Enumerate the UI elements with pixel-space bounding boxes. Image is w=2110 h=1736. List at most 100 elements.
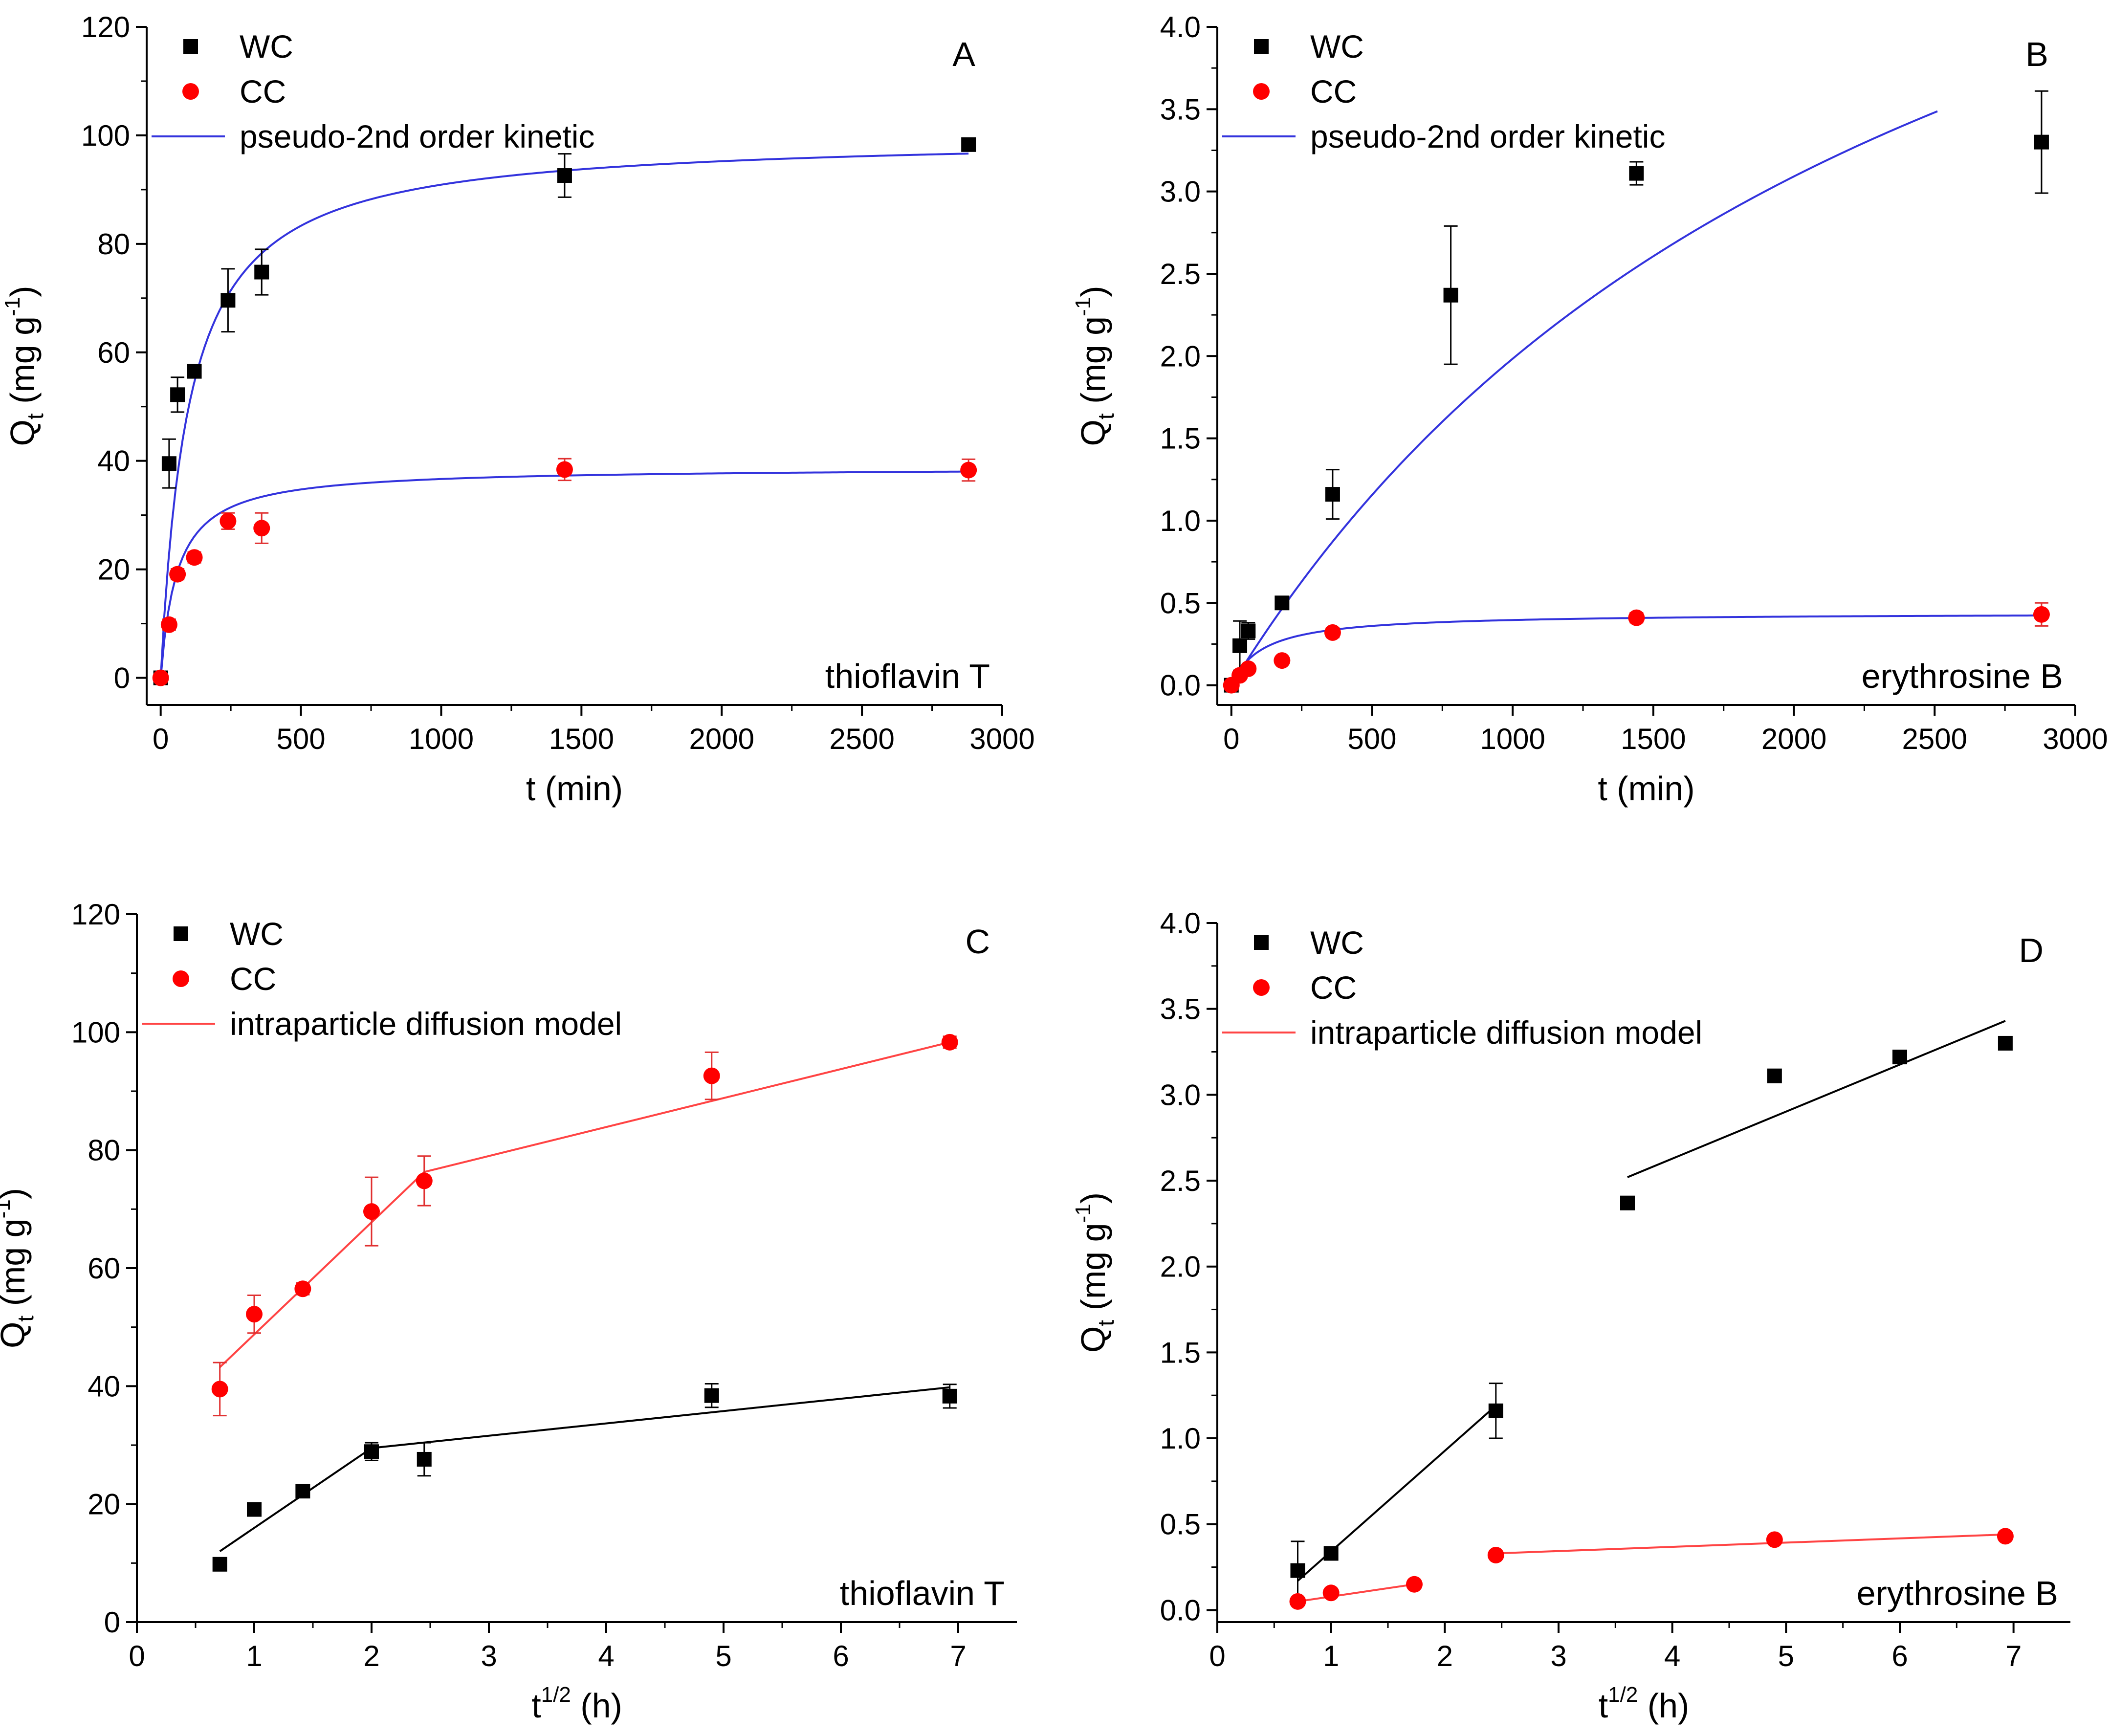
- panel-b: 0 500 1000 1500 2000 2500 3000 0.0 0.5 1.0 1.5 2.0 2…: [1071, 11, 2108, 808]
- data-point-wc: [1443, 287, 1458, 303]
- data-point-wc: [1629, 166, 1644, 181]
- x-tick-label: 5: [715, 1640, 731, 1672]
- x-tick-label: 0: [129, 1640, 145, 1672]
- data-point-cc: [1766, 1531, 1783, 1548]
- x-tick-label: 3: [481, 1640, 497, 1672]
- y-tick-label: 3.5: [1160, 93, 1201, 126]
- data-point-cc: [1240, 660, 1257, 677]
- y-tick-label: 3.5: [1160, 993, 1201, 1026]
- legend-label: WC: [1310, 28, 1364, 65]
- data-point-wc: [212, 1557, 227, 1572]
- x-tick-label: 500: [277, 723, 326, 755]
- dye-annotation: erythrosine B: [1857, 1574, 2058, 1612]
- data-point-cc: [160, 616, 177, 633]
- data-point-cc: [220, 512, 237, 529]
- panel-d: 0 1 2 3 4 5 6 7 0.0 0.5 1.0 1.5 2.0 2.5 3.0 3.5 4.0 t1/2 …: [1071, 907, 2070, 1725]
- data-point-wc: [961, 137, 976, 152]
- data-point-cc: [363, 1203, 380, 1220]
- legend-label: intraparticle diffusion model: [230, 1006, 622, 1042]
- legend-label: CC: [1310, 969, 1357, 1006]
- data-point-wc: [1241, 623, 1256, 638]
- data-point-cc: [211, 1381, 228, 1398]
- y-axis-title: Qt (mg g-1): [0, 1188, 38, 1348]
- data-point-wc: [1325, 487, 1340, 502]
- data-point-cc: [1487, 1546, 1504, 1563]
- legend-marker-cc: [1253, 83, 1270, 100]
- legend-label: CC: [230, 961, 276, 997]
- y-tick-label: 0: [104, 1606, 120, 1639]
- y-tick-label: 60: [88, 1252, 120, 1285]
- y-tick-label: 20: [97, 553, 130, 586]
- y-tick-label: 3.0: [1160, 1078, 1201, 1111]
- data-point-cc: [1274, 652, 1291, 669]
- fit-line: [219, 1386, 950, 1552]
- data-point-wc: [247, 1502, 262, 1517]
- legend-marker-cc: [182, 83, 199, 100]
- y-tick-label: 0.0: [1160, 669, 1201, 702]
- x-tick-label: 1000: [1480, 723, 1545, 755]
- x-tick-label: 6: [833, 1640, 849, 1672]
- data-point-wc: [704, 1388, 719, 1403]
- data-point-wc: [417, 1451, 432, 1467]
- x-tick-label: 2000: [689, 723, 754, 755]
- panel-c: 0 1 2 3 4 5 6 7 0 20 40 60 80 100 120 t1/2 (h) Qt (mg g-…: [0, 898, 1017, 1725]
- x-tick-label: 3000: [2043, 723, 2108, 755]
- data-point-wc: [187, 364, 202, 379]
- legend-marker-wc: [174, 926, 188, 941]
- x-tick-label: 4: [1664, 1640, 1680, 1672]
- y-tick-label: 20: [88, 1488, 120, 1521]
- legend-marker-wc: [1254, 39, 1269, 54]
- panel-label: B: [2025, 35, 2048, 73]
- y-tick-label: 80: [97, 228, 130, 261]
- legend-marker-cc: [1253, 979, 1270, 996]
- data-point-cc: [1406, 1576, 1423, 1593]
- fit-line: [159, 153, 969, 678]
- panel-label: C: [965, 923, 990, 961]
- x-tick-label: 2000: [1761, 723, 1826, 755]
- data-point-wc: [1290, 1563, 1305, 1578]
- y-tick-label: 40: [88, 1370, 120, 1403]
- data-point-wc: [1232, 638, 1248, 653]
- legend-label: pseudo-2nd order kinetic: [240, 118, 594, 154]
- x-tick-label: 1500: [1621, 723, 1686, 755]
- data-point-cc: [169, 566, 186, 583]
- y-tick-label: 100: [71, 1016, 120, 1049]
- x-tick-label: 1000: [409, 723, 474, 755]
- x-tick-label: 1500: [549, 723, 614, 755]
- data-point-cc: [1322, 1584, 1340, 1602]
- dye-annotation: thioflavin T: [825, 657, 990, 695]
- x-tick-label: 6: [1891, 1640, 1908, 1672]
- fit-line: [159, 470, 969, 678]
- x-tick-label: 2: [1437, 1640, 1453, 1672]
- data-point-cc: [246, 1306, 263, 1323]
- data-point-wc: [1488, 1403, 1503, 1418]
- data-point-wc: [254, 264, 269, 280]
- x-tick-label: 5: [1778, 1640, 1794, 1672]
- data-point-wc: [364, 1444, 379, 1459]
- legend-label: intraparticle diffusion model: [1310, 1014, 1702, 1051]
- y-tick-label: 1.0: [1160, 505, 1201, 537]
- x-tick-label: 4: [598, 1640, 614, 1672]
- y-tick-label: 120: [81, 11, 130, 44]
- y-axis-title: Qt (mg g-1): [1071, 286, 1119, 446]
- data-point-wc: [170, 387, 185, 402]
- y-tick-label: 0.0: [1160, 1594, 1201, 1626]
- y-tick-label: 0.5: [1160, 587, 1201, 619]
- data-point-wc: [2034, 134, 2049, 150]
- legend-marker-cc: [173, 970, 189, 987]
- data-point-wc: [1275, 595, 1290, 611]
- legend-marker-wc: [1254, 935, 1269, 950]
- fit-line: [1231, 110, 1938, 686]
- fit-line: [1297, 1583, 1415, 1603]
- y-axis-title: Qt (mg g-1): [0, 286, 48, 446]
- data-point-wc: [942, 1388, 957, 1404]
- y-tick-label: 0: [114, 662, 130, 695]
- data-point-cc: [152, 669, 169, 686]
- panel-label: D: [2019, 931, 2044, 969]
- panel-label: A: [952, 35, 975, 73]
- x-tick-label: 1: [1323, 1640, 1339, 1672]
- data-point-wc: [1998, 1035, 2013, 1051]
- legend-label: WC: [1310, 924, 1364, 961]
- y-axis-title: Qt (mg g-1): [1071, 1192, 1119, 1353]
- data-point-cc: [1628, 609, 1645, 626]
